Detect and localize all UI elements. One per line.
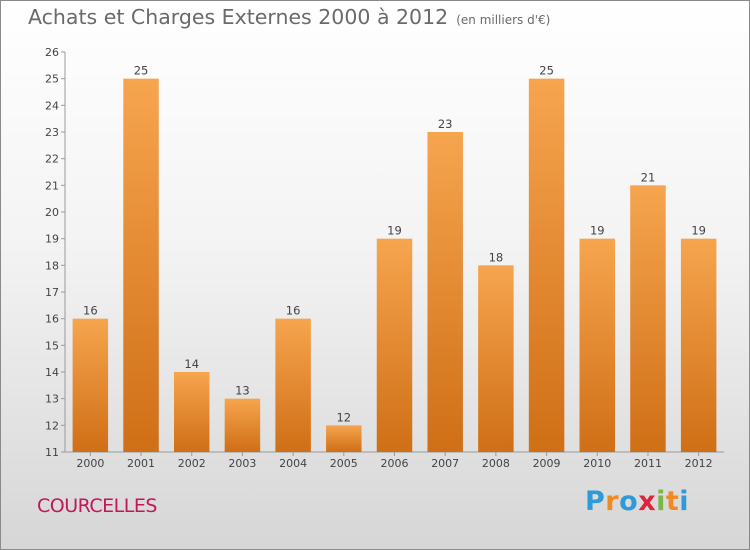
- logo-letter: r: [605, 486, 620, 517]
- x-tick-label: 2009: [533, 457, 561, 470]
- y-tick-label: 15: [45, 339, 59, 352]
- value-label-2005: 12: [336, 410, 351, 424]
- y-tick-label: 21: [45, 179, 59, 192]
- x-tick-label: 2001: [127, 457, 155, 470]
- y-tick-label: 26: [45, 46, 59, 59]
- y-tick-label: 23: [45, 126, 59, 139]
- proxiti-logo: Proxiti: [585, 486, 689, 517]
- bar-2007: [427, 132, 463, 452]
- y-tick-label: 13: [45, 393, 59, 406]
- y-tick-label: 22: [45, 153, 59, 166]
- bar-2001: [123, 78, 159, 453]
- logo-letter: i: [679, 486, 690, 517]
- y-tick-label: 17: [45, 286, 59, 299]
- value-label-2011: 21: [641, 170, 656, 184]
- value-label-2003: 13: [235, 384, 250, 398]
- y-tick-label: 14: [45, 366, 59, 379]
- chart-title-main: Achats et Charges Externes 2000 à 2012: [28, 5, 449, 29]
- axes: 11 12 13 14 15 16 17 18 19 20 21 22 23 24 25 26 2000 2001…: [45, 46, 724, 470]
- logo-letter: t: [665, 486, 680, 517]
- x-tick-label: 2002: [178, 457, 206, 470]
- logo-letter: x: [638, 486, 657, 517]
- bar-2000: [72, 318, 109, 452]
- y-tick-label: 20: [45, 206, 59, 219]
- value-label-2004: 16: [286, 304, 301, 318]
- bar-2011: [630, 185, 666, 453]
- bar-2004: [275, 318, 311, 452]
- x-tick-label: 2000: [76, 457, 104, 470]
- bar-2005: [326, 425, 362, 452]
- location-name: COURCELLES: [37, 495, 157, 517]
- x-tick-label: 2007: [431, 457, 459, 470]
- y-tick-label: 11: [45, 446, 59, 459]
- value-label-2002: 14: [184, 357, 199, 371]
- value-labels: 16 25 14 13 16 12 19 23 18 25 19 21 19: [83, 64, 706, 425]
- value-label-2009: 25: [539, 64, 554, 78]
- y-tick-label: 25: [45, 73, 59, 86]
- x-tick-label: 2008: [482, 457, 510, 470]
- x-tick-label: 2005: [330, 457, 358, 470]
- chart-title: Achats et Charges Externes 2000 à 2012 (e…: [28, 5, 550, 29]
- value-label-2010: 19: [590, 224, 605, 238]
- bar-2003: [224, 398, 261, 452]
- bar-2008: [478, 265, 514, 452]
- y-tick-label: 19: [45, 233, 59, 246]
- y-tick-label: 24: [45, 99, 59, 112]
- x-tick-label: 2010: [583, 457, 611, 470]
- bar-2010: [579, 238, 616, 452]
- x-tick-label: 2012: [685, 457, 713, 470]
- y-tick-label: 12: [45, 419, 59, 432]
- value-label-2012: 19: [691, 224, 706, 238]
- x-tick-label: 2004: [279, 457, 307, 470]
- y-tick-label: 16: [45, 313, 59, 326]
- value-label-2001: 25: [134, 64, 149, 78]
- value-label-2008: 18: [489, 250, 504, 264]
- bar-2006: [376, 238, 413, 452]
- value-label-2000: 16: [83, 304, 98, 318]
- bar-2009: [528, 78, 565, 453]
- y-tick-label: 18: [45, 259, 59, 272]
- bar-2002: [173, 372, 210, 452]
- x-tick-label: 2003: [228, 457, 256, 470]
- bars: [72, 78, 717, 453]
- logo-letter: i: [656, 486, 666, 517]
- chart-title-unit: (en milliers d'€): [456, 13, 551, 27]
- x-tick-label: 2011: [634, 457, 662, 470]
- value-label-2006: 19: [387, 224, 402, 238]
- logo-letter: P: [585, 486, 606, 517]
- bar-2012: [680, 238, 717, 452]
- x-tick-label: 2006: [381, 457, 409, 470]
- logo-letter: o: [619, 486, 639, 517]
- value-label-2007: 23: [438, 117, 453, 131]
